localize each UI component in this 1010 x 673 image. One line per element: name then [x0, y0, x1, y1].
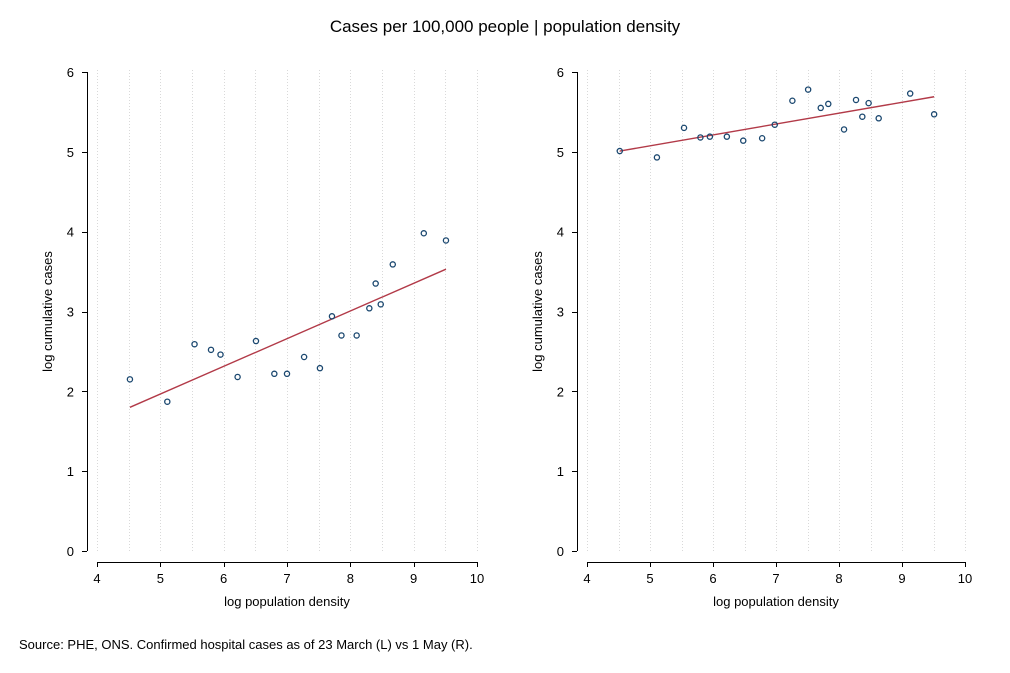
y-axis-title: log cumulative cases [40, 251, 55, 372]
data-point [852, 96, 860, 104]
data-point [372, 280, 379, 287]
data-point [328, 313, 336, 320]
y-tick-label: 3 [557, 305, 564, 320]
y-tick-label: 5 [67, 145, 74, 160]
data-point [817, 104, 824, 112]
data-point [804, 86, 812, 93]
data-point [771, 121, 778, 128]
data-point [739, 137, 747, 144]
data-point [653, 154, 661, 161]
source-note: Source: PHE, ONS. Confirmed hospital cas… [19, 637, 473, 652]
data-point [697, 134, 704, 141]
y-tick-label: 2 [67, 384, 74, 399]
data-point [316, 364, 324, 372]
data-point [377, 301, 384, 308]
data-point [875, 115, 882, 122]
data-point [906, 90, 914, 97]
data-point [859, 113, 866, 120]
x-tick-label: 10 [958, 571, 972, 586]
data-point [283, 370, 291, 378]
fitted-line [129, 268, 447, 408]
y-tick-label: 4 [67, 225, 74, 240]
x-axis-title: log population density [224, 594, 350, 609]
y-tick-label: 4 [557, 225, 564, 240]
y-tick-label: 5 [557, 145, 564, 160]
data-point [271, 370, 278, 378]
data-point [389, 261, 397, 268]
data-point [825, 100, 832, 108]
y-tick-label: 6 [557, 65, 564, 80]
data-point [191, 340, 198, 348]
x-tick-label: 6 [220, 571, 227, 586]
x-tick-label: 8 [835, 571, 842, 586]
x-tick-label: 7 [283, 571, 290, 586]
data-point [353, 332, 360, 339]
data-point [252, 337, 260, 345]
x-tick-label: 9 [898, 571, 905, 586]
x-tick-label: 4 [583, 571, 590, 586]
data-point [789, 97, 796, 104]
x-tick-label: 6 [709, 571, 716, 586]
data-point [442, 237, 450, 244]
y-tick-label: 0 [67, 544, 74, 559]
data-point [207, 346, 215, 354]
data-point [420, 230, 428, 237]
y-tick-label: 1 [67, 464, 74, 479]
data-point [234, 373, 241, 381]
data-point [217, 351, 224, 358]
data-point [338, 332, 345, 339]
y-axis-title: log cumulative cases [530, 251, 545, 372]
data-point [706, 133, 714, 140]
data-point [366, 305, 373, 312]
x-tick-label: 5 [157, 571, 164, 586]
y-tick-label: 1 [557, 464, 564, 479]
data-point [126, 376, 134, 383]
x-tick-label: 9 [410, 571, 417, 586]
y-tick-label: 3 [67, 305, 74, 320]
y-tick-label: 2 [557, 384, 564, 399]
x-tick-label: 4 [93, 571, 100, 586]
y-tick-label: 6 [67, 65, 74, 80]
data-point [616, 147, 624, 155]
chart-title: Cases per 100,000 people | population de… [329, 17, 681, 36]
y-tick-label: 0 [557, 544, 564, 559]
data-point [164, 398, 171, 405]
data-point [758, 135, 766, 142]
data-point [930, 111, 938, 118]
x-axis-title: log population density [713, 594, 839, 609]
x-tick-label: 8 [347, 571, 354, 586]
data-point [300, 353, 308, 361]
data-point [865, 99, 872, 107]
x-tick-label: 5 [646, 571, 653, 586]
data-point [840, 126, 848, 133]
x-tick-label: 7 [772, 571, 779, 586]
x-tick-label: 10 [470, 571, 484, 586]
data-point [680, 124, 688, 132]
data-point [723, 133, 731, 140]
